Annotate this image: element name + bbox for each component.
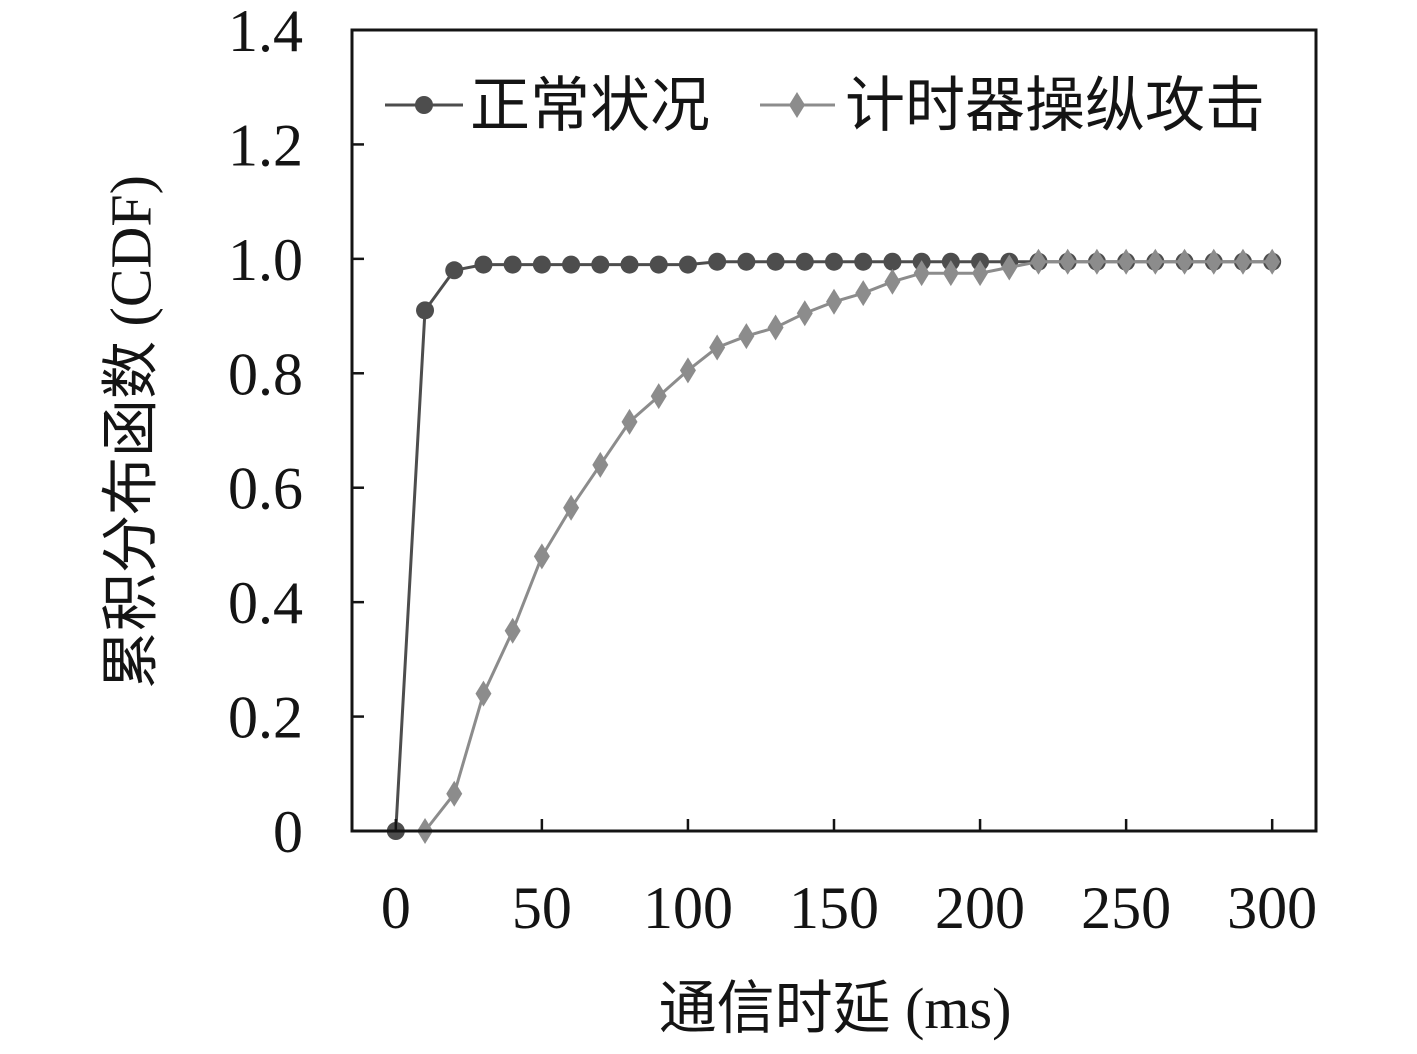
plot-frame	[350, 28, 1318, 833]
attack-data-point	[1118, 248, 1135, 275]
attack-data-point	[796, 300, 813, 327]
x-tick-label: 300	[1227, 875, 1317, 941]
x-tick-label: 150	[789, 875, 879, 941]
normal-series	[386, 252, 1282, 840]
attack-data-point	[709, 334, 726, 361]
attack-data-point	[738, 323, 755, 350]
normal-data-point	[562, 255, 581, 274]
attack-data-point	[972, 260, 989, 287]
y-tick-label: 1.2	[228, 112, 303, 178]
attack-data-point	[504, 617, 521, 644]
normal-data-point	[737, 252, 756, 271]
attack-data-point	[826, 288, 842, 315]
normal-data-point	[474, 255, 493, 274]
normal-data-point	[825, 252, 843, 271]
normal-data-point	[854, 252, 873, 271]
attack-data-point	[1030, 248, 1047, 275]
y-axis-label: 累积分布函数 (CDF)	[98, 175, 163, 689]
attack-data-point	[884, 268, 901, 295]
attack-series	[417, 248, 1281, 844]
x-tick-label: 250	[1081, 875, 1171, 941]
normal-data-point	[708, 252, 727, 271]
normal-data-point	[416, 301, 435, 320]
y-tick-label: 0.6	[228, 456, 303, 522]
x-tick-label: 200	[935, 875, 1025, 941]
plot-series	[386, 248, 1282, 844]
normal-data-point	[503, 255, 522, 274]
attack-data-point	[913, 260, 930, 287]
attack-data-point	[563, 494, 580, 521]
attack-data-point	[1234, 248, 1251, 275]
normal-series-line	[394, 260, 1273, 832]
attack-data-point	[942, 260, 959, 287]
attack-series-line	[423, 260, 1273, 832]
normal-data-point	[883, 252, 902, 271]
legend-label-normal: 正常状况	[470, 73, 710, 139]
attack-data-point	[592, 451, 609, 478]
attack-data-point	[1001, 254, 1018, 281]
normal-data-point	[620, 255, 639, 274]
y-tick-label: 0	[273, 799, 303, 865]
attack-data-point	[1088, 248, 1105, 275]
normal-data-point	[445, 261, 464, 280]
x-axis-label: 通信时延 (ms)	[659, 976, 1012, 1041]
legend-circle-marker	[415, 96, 433, 114]
normal-data-point	[649, 255, 668, 274]
legend-item-attack: 计时器操纵攻击	[760, 73, 1265, 139]
normal-data-point	[532, 255, 551, 274]
legend-label-attack: 计时器操纵攻击	[845, 73, 1265, 139]
legend: 正常状况 计时器操纵攻击	[385, 73, 1265, 139]
attack-data-point	[855, 280, 872, 307]
legend-diamond-marker	[789, 92, 805, 118]
normal-data-point	[766, 252, 785, 271]
x-tick-label: 0	[381, 875, 411, 941]
attack-data-point	[446, 780, 463, 807]
normal-data-point	[591, 255, 610, 274]
x-tick-label: 100	[643, 875, 733, 941]
y-tick-label: 0.4	[228, 570, 303, 636]
attack-data-point	[533, 543, 550, 570]
attack-data-point	[1176, 248, 1193, 275]
y-tick-label: 0.2	[228, 685, 303, 751]
attack-data-point	[767, 314, 784, 341]
attack-data-point	[650, 383, 667, 410]
normal-data-point	[678, 255, 697, 274]
attack-data-point	[1264, 248, 1281, 275]
legend-item-normal: 正常状况	[385, 73, 710, 139]
x-tick-label: 50	[512, 875, 572, 941]
attack-data-point	[475, 680, 492, 707]
y-tick-label: 1.4	[228, 0, 303, 64]
axis-ticks: 0 50 100 150 200 250 300 0 0.2 0.4 0.6 0.8 1.0 1.2 1.4	[228, 0, 1317, 941]
attack-data-point	[1205, 248, 1222, 275]
attack-data-point	[1147, 248, 1164, 275]
y-tick-label: 1.0	[228, 227, 303, 293]
attack-data-point	[679, 357, 696, 384]
attack-data-point	[621, 408, 638, 435]
normal-data-point	[795, 252, 814, 271]
attack-data-point	[1059, 248, 1076, 275]
y-tick-label: 0.8	[228, 341, 303, 407]
